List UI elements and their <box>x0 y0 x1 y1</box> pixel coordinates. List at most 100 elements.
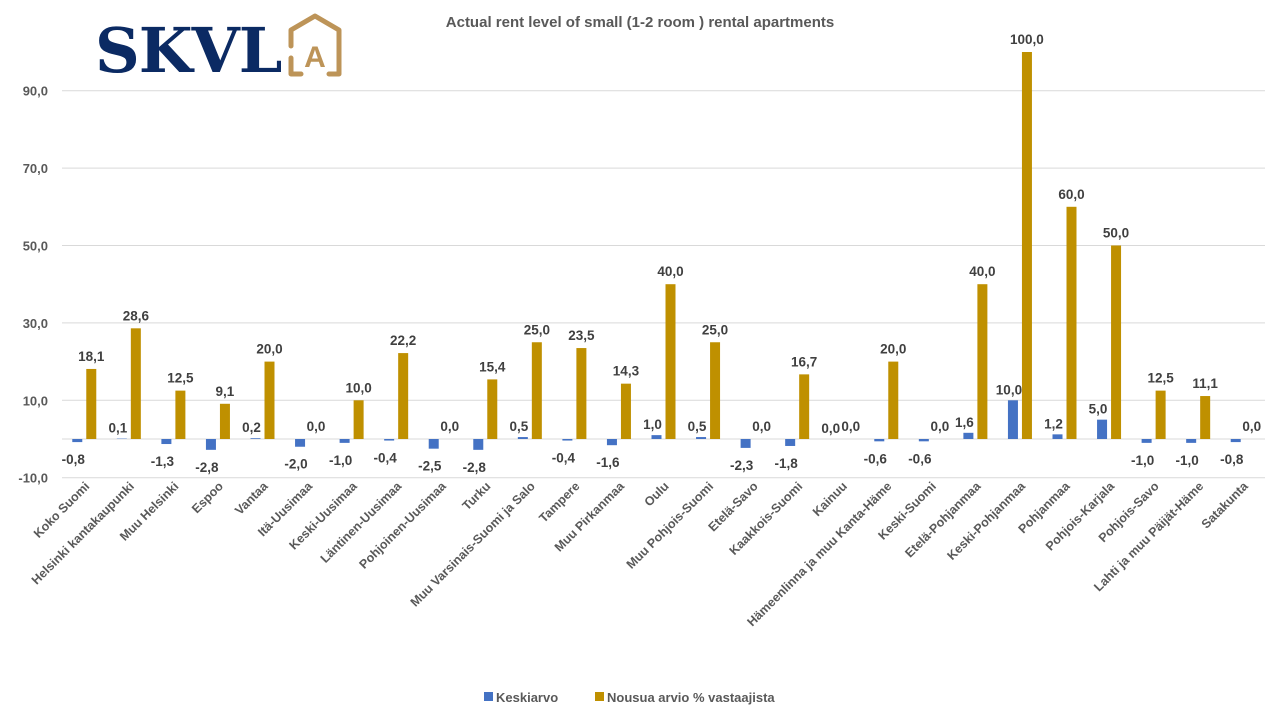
category-label: Kainuu <box>810 479 850 519</box>
data-label-nousua: 20,0 <box>880 342 906 357</box>
data-label-keskiarvo: -0,6 <box>864 451 888 466</box>
y-tick-label: 30,0 <box>23 316 48 331</box>
bar-keskiarvo <box>517 437 528 439</box>
bar-nousua <box>130 328 141 439</box>
y-axis-ticks: -10,0 10,0 30,0 50,0 70,0 90,0 <box>18 84 48 486</box>
data-label-nousua: 25,0 <box>702 322 728 337</box>
category-label: Espoo <box>189 479 226 516</box>
data-label-keskiarvo: -0,4 <box>374 451 398 466</box>
bar-nousua <box>531 342 542 439</box>
category-label: Tampere <box>536 479 582 525</box>
bar-keskiarvo <box>428 439 439 449</box>
data-label-nousua: 9,1 <box>216 384 235 399</box>
data-label-keskiarvo: 10,0 <box>996 382 1022 397</box>
bar-keskiarvo <box>651 435 662 439</box>
data-label-keskiarvo: -2,5 <box>418 459 442 474</box>
bar-keskiarvo <box>1141 439 1152 443</box>
bar-nousua <box>1155 390 1166 439</box>
chart-title: Actual rent level of small (1-2 room ) r… <box>446 14 834 31</box>
data-label-nousua: 25,0 <box>524 322 550 337</box>
data-label-nousua: 22,2 <box>390 333 416 348</box>
data-label-nousua: 14,3 <box>613 364 640 379</box>
data-label-keskiarvo: 0,5 <box>688 419 707 434</box>
bar-nousua <box>219 403 230 439</box>
data-label-nousua: 12,5 <box>1147 371 1174 386</box>
data-label-keskiarvo: -0,6 <box>908 451 932 466</box>
bar-nousua <box>1200 396 1211 439</box>
bar-keskiarvo <box>696 437 707 439</box>
bar-keskiarvo <box>963 432 974 439</box>
data-label-keskiarvo: 0,0 <box>821 421 840 436</box>
data-label-nousua: 23,5 <box>568 328 595 343</box>
y-tick-label: 70,0 <box>23 161 48 176</box>
data-label-nousua: 20,0 <box>256 342 282 357</box>
data-label-nousua: 0,0 <box>752 419 771 434</box>
data-label-nousua: 40,0 <box>657 264 683 279</box>
category-label: Turku <box>460 479 494 513</box>
bar-nousua <box>576 348 587 439</box>
y-tick-label: 90,0 <box>23 84 48 99</box>
bar-nousua <box>888 361 899 439</box>
data-label-keskiarvo: -1,0 <box>1176 453 1199 468</box>
data-label-nousua: 10,0 <box>345 380 371 395</box>
bar-keskiarvo <box>384 439 395 441</box>
data-label-keskiarvo: 0,5 <box>509 419 528 434</box>
data-label-nousua: 0,0 <box>1242 419 1261 434</box>
data-label-keskiarvo: -0,8 <box>1220 452 1244 467</box>
category-label: Keski-Pohjanmaa <box>944 478 1028 562</box>
bar-nousua <box>710 342 721 439</box>
data-label-keskiarvo: -1,8 <box>775 456 799 471</box>
bar-keskiarvo <box>874 439 885 442</box>
category-label: Vantaa <box>232 478 271 517</box>
bar-keskiarvo <box>1186 439 1197 443</box>
data-label-keskiarvo: -2,8 <box>463 460 487 475</box>
legend-item-nousua[interactable]: Nousua arvio % vastaajista <box>595 690 775 705</box>
legend-label-nousua: Nousua arvio % vastaajista <box>607 690 775 705</box>
data-label-keskiarvo: -2,8 <box>195 460 219 475</box>
legend-item-keskiarvo[interactable]: Keskiarvo <box>484 690 558 705</box>
data-label-nousua: 16,7 <box>791 354 817 369</box>
bar-keskiarvo <box>205 439 216 450</box>
category-label: Oulu <box>642 479 672 509</box>
bar-nousua <box>1111 245 1122 439</box>
logo-mark-letter: A <box>304 41 326 74</box>
data-label-keskiarvo: -2,0 <box>284 457 307 472</box>
house-a-icon: A <box>288 13 342 77</box>
bar-keskiarvo <box>161 439 172 445</box>
bar-nousua <box>487 379 498 439</box>
data-label-keskiarvo: -1,0 <box>1131 453 1154 468</box>
bar-nousua <box>175 390 186 439</box>
y-tick-label: 50,0 <box>23 239 48 254</box>
legend-swatch-nousua <box>595 692 604 701</box>
data-label-nousua: 60,0 <box>1058 187 1084 202</box>
data-label-keskiarvo: 5,0 <box>1089 402 1108 417</box>
data-label-keskiarvo: -1,0 <box>329 453 352 468</box>
bar-keskiarvo <box>1097 419 1108 439</box>
bar-nousua <box>353 400 364 439</box>
bar-keskiarvo <box>918 439 929 442</box>
data-label-nousua: 50,0 <box>1103 226 1129 241</box>
data-label-nousua: 12,5 <box>167 371 194 386</box>
data-label-nousua: 0,0 <box>930 419 949 434</box>
bar-keskiarvo <box>562 439 573 441</box>
logo-text: SKVL <box>95 14 282 87</box>
category-label: Pohjoinen-Uusimaa <box>356 478 449 571</box>
bar-nousua <box>86 368 97 439</box>
bar-keskiarvo <box>295 439 306 447</box>
legend-swatch-keskiarvo <box>484 692 493 701</box>
category-label: Satakunta <box>1199 478 1252 531</box>
data-label-keskiarvo: -1,3 <box>151 454 175 469</box>
data-label-keskiarvo: -1,6 <box>596 455 620 470</box>
bar-keskiarvo <box>72 439 83 443</box>
legend: Keskiarvo Nousua arvio % vastaajista <box>484 690 775 705</box>
bar-keskiarvo <box>1230 439 1241 443</box>
bar-keskiarvo <box>740 439 751 448</box>
skvl-logo: SKVL A <box>95 13 342 87</box>
data-label-keskiarvo: -0,8 <box>62 452 86 467</box>
legend-label-keskiarvo: Keskiarvo <box>496 690 558 705</box>
data-label-nousua: 40,0 <box>969 264 995 279</box>
bar-keskiarvo <box>1052 434 1063 439</box>
data-label-nousua: 0,0 <box>841 419 860 434</box>
